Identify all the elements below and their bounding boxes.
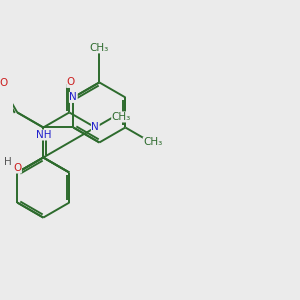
Text: O: O — [67, 77, 75, 87]
Text: N: N — [92, 122, 99, 133]
Text: O: O — [0, 78, 8, 88]
Text: N: N — [69, 92, 77, 102]
Text: O: O — [13, 163, 21, 173]
Text: CH₃: CH₃ — [90, 43, 109, 53]
Text: CH₃: CH₃ — [112, 112, 131, 122]
Text: CH₃: CH₃ — [143, 137, 163, 148]
Text: H: H — [4, 157, 11, 167]
Text: NH: NH — [35, 130, 51, 140]
